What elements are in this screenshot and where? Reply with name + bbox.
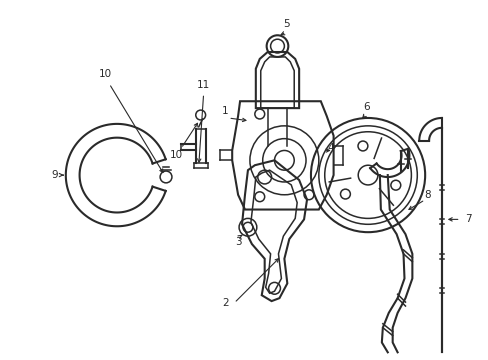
Text: 8: 8 <box>423 190 429 200</box>
Text: 10: 10 <box>99 69 112 79</box>
Text: 3: 3 <box>234 237 241 247</box>
Text: 7: 7 <box>464 215 471 224</box>
Text: 10: 10 <box>169 150 182 161</box>
Text: 1: 1 <box>222 106 228 116</box>
Text: 9: 9 <box>52 170 58 180</box>
Text: 11: 11 <box>197 81 210 90</box>
Text: 4: 4 <box>326 144 333 153</box>
Text: 6: 6 <box>362 102 368 112</box>
Text: 5: 5 <box>283 19 289 30</box>
Text: 2: 2 <box>222 298 228 308</box>
